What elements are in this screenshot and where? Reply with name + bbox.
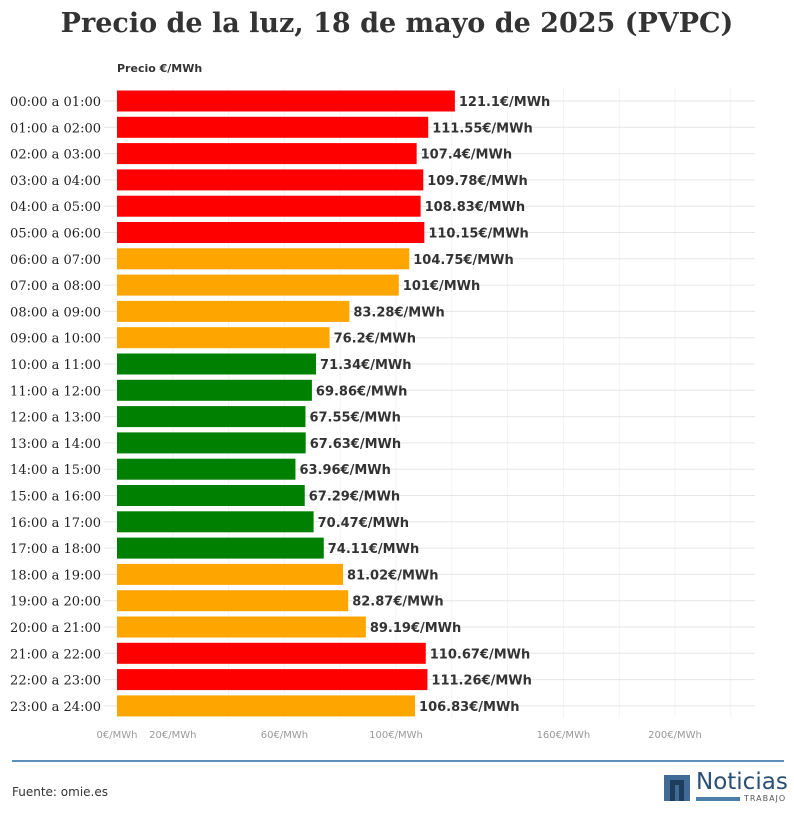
bar (117, 379, 312, 401)
bar (117, 169, 424, 191)
bar (117, 90, 455, 112)
data-label: 71.34€/MWh (320, 358, 411, 373)
category-label: 00:00 a 01:00 (10, 95, 101, 110)
data-label: 67.63€/MWh (310, 437, 401, 452)
x-tick-label: 100€/MWh (369, 730, 423, 741)
data-label: 82.87€/MWh (352, 595, 443, 610)
bar (117, 642, 426, 664)
x-tick-label: 200€/MWh (648, 730, 702, 741)
data-label: 67.29€/MWh (309, 490, 400, 505)
category-label: 03:00 a 04:00 (10, 174, 101, 189)
bar-chart: 00:00 a 01:00 121.1€/MWh 01:00 a 02:00 111.… (10, 88, 755, 741)
category-label: 06:00 a 07:00 (10, 253, 101, 268)
bar (117, 406, 306, 428)
category-label: 09:00 a 10:00 (10, 332, 101, 347)
category-label: 20:00 a 21:00 (10, 621, 101, 636)
divider (12, 760, 784, 762)
data-label: 101€/MWh (403, 279, 480, 294)
category-label: 15:00 a 16:00 (10, 490, 101, 505)
bar (117, 537, 324, 559)
logo-sub: TRABAJO (744, 794, 787, 803)
bar (117, 695, 416, 717)
source-note: Fuente: omie.es (12, 785, 108, 799)
data-label: 104.75€/MWh (413, 253, 514, 268)
data-label: 108.83€/MWh (425, 200, 526, 215)
data-label: 111.55€/MWh (432, 121, 533, 136)
data-label: 106.83€/MWh (419, 700, 519, 715)
bar (117, 616, 366, 638)
x-tick-label: 0€/MWh (97, 730, 138, 741)
bar (117, 590, 349, 612)
category-label: 21:00 a 22:00 (10, 647, 101, 662)
noticias-trabajo-logo: Noticias TRABAJO (664, 769, 788, 805)
category-label: 11:00 a 12:00 (10, 384, 101, 399)
category-label: 05:00 a 06:00 (10, 227, 101, 242)
category-label: 16:00 a 17:00 (10, 516, 101, 531)
data-label: 89.19€/MWh (370, 621, 461, 636)
category-label: 12:00 a 13:00 (10, 411, 101, 426)
data-label: 110.67€/MWh (430, 647, 531, 662)
category-label: 19:00 a 20:00 (10, 595, 101, 610)
bar (117, 511, 314, 533)
category-label: 23:00 a 24:00 (10, 700, 101, 715)
data-label: 74.11€/MWh (328, 542, 419, 557)
category-label: 08:00 a 09:00 (10, 305, 101, 320)
bar (117, 669, 428, 691)
bar (117, 353, 317, 375)
category-label: 10:00 a 11:00 (10, 358, 101, 373)
bar (117, 458, 296, 480)
bar (117, 248, 410, 270)
data-label: 109.78€/MWh (427, 174, 528, 189)
bar (117, 563, 344, 585)
category-label: 02:00 a 03:00 (10, 148, 101, 163)
category-label: 14:00 a 15:00 (10, 463, 101, 478)
x-tick-label: 160€/MWh (537, 730, 591, 741)
bar (117, 143, 417, 165)
x-tick-label: 60€/MWh (261, 730, 308, 741)
data-label: 121.1€/MWh (459, 95, 550, 110)
logo-word: Noticias (696, 769, 788, 795)
x-tick-label: 20€/MWh (149, 730, 196, 741)
category-label: 04:00 a 05:00 (10, 200, 101, 215)
category-label: 13:00 a 14:00 (10, 437, 101, 452)
data-label: 76.2€/MWh (334, 332, 416, 347)
bar (117, 222, 425, 243)
data-label: 70.47€/MWh (318, 516, 409, 531)
category-label: 18:00 a 19:00 (10, 568, 101, 583)
bar (117, 432, 306, 454)
bar (117, 485, 305, 506)
axis-label: Precio €/MWh (117, 62, 203, 75)
bar (117, 116, 429, 138)
data-label: 110.15€/MWh (428, 227, 528, 242)
data-label: 63.96€/MWh (299, 463, 390, 478)
data-label: 69.86€/MWh (316, 384, 407, 399)
chart-title: Precio de la luz, 18 de mayo de 2025 (PV… (60, 8, 734, 39)
bar (117, 300, 350, 322)
category-label: 22:00 a 23:00 (10, 674, 101, 689)
data-label: 111.26€/MWh (431, 674, 532, 689)
bar (117, 274, 399, 296)
data-label: 83.28€/MWh (353, 305, 444, 320)
data-label: 67.55€/MWh (309, 411, 400, 426)
category-label: 17:00 a 18:00 (10, 542, 101, 557)
bar (117, 195, 421, 217)
data-label: 81.02€/MWh (347, 568, 438, 583)
bar (117, 327, 330, 349)
data-label: 107.4€/MWh (421, 148, 512, 163)
category-label: 07:00 a 08:00 (10, 279, 101, 294)
category-label: 01:00 a 02:00 (10, 121, 101, 136)
